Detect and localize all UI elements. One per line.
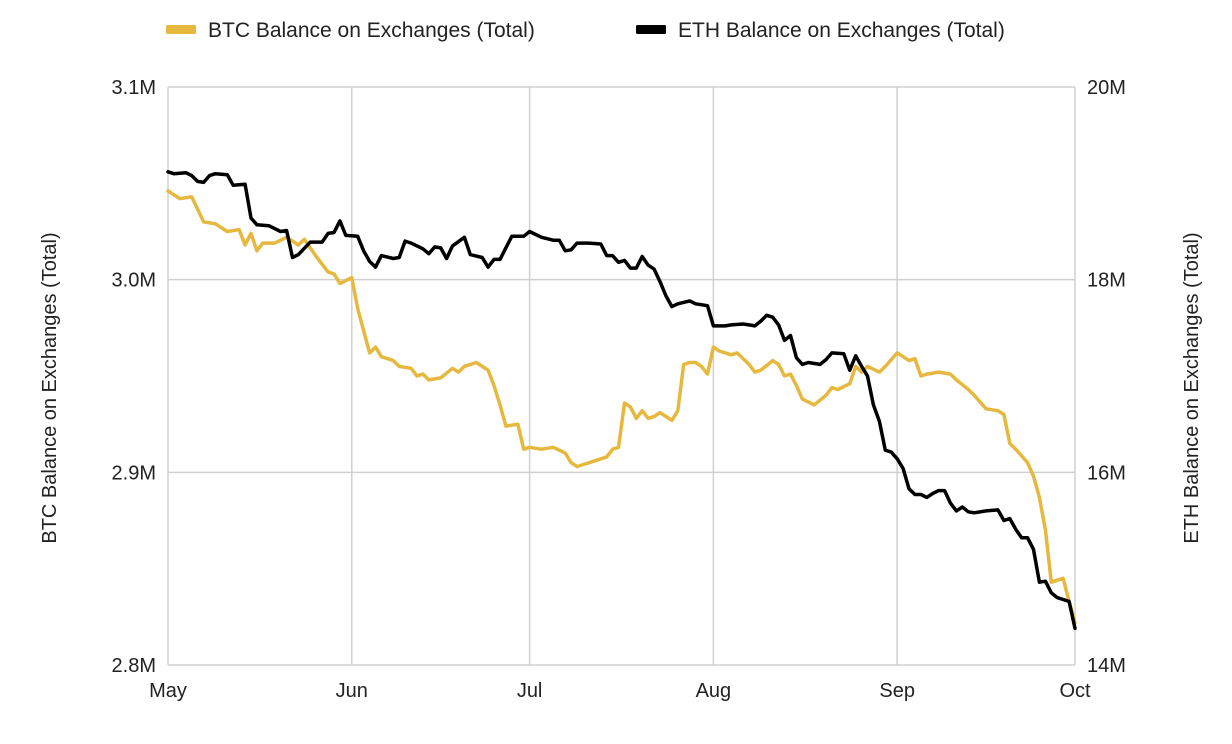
left-tick-label: 3.0M <box>112 270 156 292</box>
btc-legend-label: BTC Balance on Exchanges (Total) <box>208 19 535 42</box>
eth-series-line <box>166 170 1077 631</box>
x-tick-label: May <box>149 680 187 702</box>
btc-series-line <box>166 189 1077 625</box>
grid-lines <box>167 86 1076 666</box>
eth-legend-label: ETH Balance on Exchanges (Total) <box>678 19 1005 42</box>
x-tick-label: Oct <box>1059 680 1091 702</box>
x-axis-ticks: May Jun Jul Aug Sep Oct <box>149 680 1091 702</box>
right-tick-label: 16M <box>1087 462 1126 484</box>
left-axis-title: BTC Balance on Exchanges (Total) <box>39 232 61 543</box>
series-layer <box>166 170 1077 631</box>
btc-legend-swatch <box>166 25 196 34</box>
right-tick-label: 18M <box>1087 270 1126 292</box>
left-tick-label: 3.1M <box>112 77 156 99</box>
x-tick-label: Sep <box>879 680 915 702</box>
right-tick-label: 14M <box>1087 655 1126 677</box>
left-axis-ticks: 2.8M 2.9M 3.0M 3.1M <box>112 77 156 677</box>
left-tick-label: 2.9M <box>112 462 156 484</box>
right-tick-label: 20M <box>1087 77 1126 99</box>
legend: BTC Balance on Exchanges (Total) ETH Bala… <box>166 19 1005 42</box>
x-tick-label: Jun <box>336 680 368 702</box>
eth-legend-swatch <box>636 25 666 34</box>
right-axis-title: ETH Balance on Exchanges (Total) <box>1181 232 1203 543</box>
right-axis-ticks: 14M 16M 18M 20M <box>1087 77 1126 677</box>
x-tick-label: Aug <box>696 680 732 702</box>
x-tick-label: Jul <box>517 680 543 702</box>
left-tick-label: 2.8M <box>112 655 156 677</box>
